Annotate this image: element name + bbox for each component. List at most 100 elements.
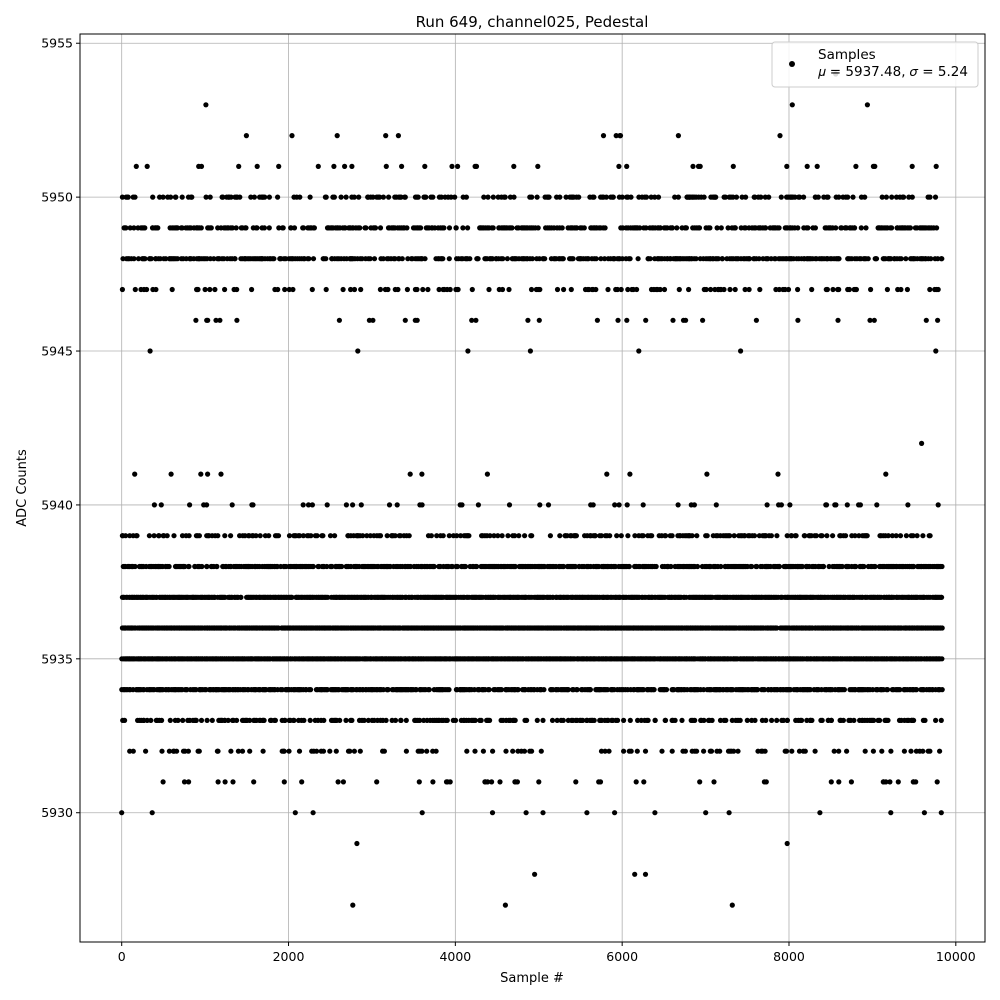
data-point (732, 286, 738, 293)
data-point (523, 810, 529, 816)
data-point (830, 286, 836, 293)
data-point (825, 194, 831, 200)
data-point (204, 563, 210, 570)
data-point (377, 194, 383, 200)
data-point (802, 533, 808, 539)
data-point (370, 194, 376, 200)
data-point (300, 533, 306, 539)
data-point (633, 779, 639, 785)
data-point (419, 748, 425, 754)
data-point (251, 779, 257, 785)
data-point (795, 317, 801, 323)
data-point (538, 748, 544, 754)
data-point (158, 502, 164, 508)
data-point (853, 286, 860, 293)
data-point (512, 563, 518, 570)
data-point (497, 779, 503, 785)
data-point (600, 133, 607, 139)
data-point (133, 163, 139, 169)
data-point (897, 687, 903, 693)
data-point (490, 748, 496, 754)
data-point (392, 717, 399, 724)
data-point (836, 748, 842, 754)
data-point (804, 163, 810, 169)
data-point (669, 748, 675, 754)
data-point (604, 471, 610, 477)
data-point (652, 194, 658, 200)
data-point (234, 286, 240, 293)
data-point (640, 687, 647, 693)
data-point (515, 687, 521, 693)
data-point (334, 133, 340, 139)
data-point (557, 533, 563, 539)
data-point (576, 194, 582, 200)
data-point (528, 286, 535, 293)
data-point (452, 717, 459, 724)
data-point (281, 779, 287, 785)
data-point (628, 748, 634, 754)
data-point (545, 502, 552, 508)
data-point (828, 717, 835, 724)
data-point (814, 163, 820, 169)
data-point (403, 748, 409, 754)
data-point (784, 717, 791, 724)
data-point (805, 225, 811, 231)
data-point (381, 748, 387, 754)
data-point (615, 717, 621, 724)
data-point (776, 286, 782, 293)
data-point (606, 748, 612, 754)
data-point (306, 256, 312, 262)
data-point (151, 502, 157, 508)
data-point (730, 163, 736, 169)
data-point (830, 533, 836, 539)
data-point (537, 286, 543, 293)
data-point (627, 471, 633, 477)
data-point (612, 502, 618, 508)
data-point (199, 563, 205, 570)
data-point (512, 533, 518, 539)
data-point (204, 502, 210, 508)
data-point (836, 779, 842, 785)
data-point (598, 533, 605, 539)
data-point (780, 717, 787, 724)
data-point (153, 286, 159, 293)
data-point (407, 471, 413, 477)
data-point (419, 471, 425, 477)
data-point (547, 533, 554, 539)
data-point (169, 286, 175, 293)
data-point (367, 256, 373, 262)
data-point (572, 563, 579, 570)
data-point (413, 687, 419, 693)
data-point (453, 225, 459, 231)
data-point (799, 563, 806, 570)
data-point (499, 533, 505, 539)
data-point (675, 502, 681, 508)
data-point (778, 502, 785, 508)
data-point (624, 502, 630, 508)
data-point (529, 256, 536, 262)
data-point (377, 225, 384, 231)
data-point (858, 225, 864, 231)
data-point (879, 748, 885, 754)
data-point (540, 717, 546, 724)
data-point (119, 194, 125, 200)
data-point (234, 717, 240, 724)
data-point (613, 133, 619, 139)
data-point (282, 286, 288, 293)
data-point (414, 317, 420, 323)
data-point (464, 748, 470, 754)
data-point (542, 256, 548, 262)
data-point (657, 286, 663, 293)
data-point (253, 533, 259, 539)
data-point (276, 225, 282, 231)
data-point (883, 471, 889, 477)
data-point (504, 256, 510, 262)
data-point (237, 194, 243, 200)
data-point (839, 225, 845, 231)
data-point (561, 563, 567, 570)
data-point (850, 194, 856, 200)
data-point (166, 563, 172, 570)
data-point (462, 563, 469, 570)
data-point (229, 225, 235, 231)
data-point (325, 594, 331, 600)
